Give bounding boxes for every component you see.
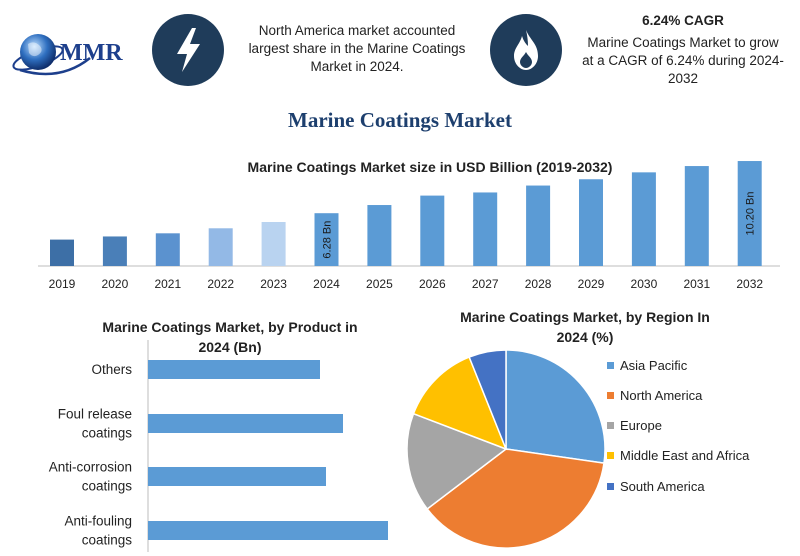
product-chart-title-line-2: 2024 (Bn) xyxy=(198,339,262,355)
product-chart-title-line-1: Marine Coatings Market, by Product in xyxy=(102,319,358,335)
product-bar-2 xyxy=(148,467,326,486)
lightning-icon xyxy=(177,28,200,72)
bar-2027 xyxy=(473,192,498,266)
legend-swatch-2 xyxy=(607,422,614,429)
bar-2022 xyxy=(208,228,233,266)
pie-slice-0 xyxy=(505,349,606,464)
info-1-line-1: North America market accounted xyxy=(258,23,456,38)
legend-label-4: South America xyxy=(620,479,705,494)
info-icon-badge-2 xyxy=(490,14,562,86)
bar-2025 xyxy=(367,205,392,266)
product-label-1-0: Foul release xyxy=(58,407,132,422)
pie-slice-1 xyxy=(426,448,605,549)
bar-2030 xyxy=(631,172,656,266)
info-1-line-3: Market in 2024. xyxy=(310,59,404,74)
bar-2031 xyxy=(684,166,709,266)
bar-2026 xyxy=(420,195,445,266)
legend-swatch-3 xyxy=(607,452,614,459)
page-title: Marine Coatings Market xyxy=(288,108,512,132)
bar-2028 xyxy=(526,185,551,266)
info-text-2: 6.24% CAGR Marine Coatings Market to gro… xyxy=(568,12,798,88)
flame-icon xyxy=(514,30,538,70)
legend-label-1: North America xyxy=(620,388,703,403)
x-tick-label-2027: 2027 xyxy=(472,277,499,291)
product-label-1-1: coatings xyxy=(82,426,133,441)
x-tick-label-2021: 2021 xyxy=(154,277,181,291)
x-tick-label-2031: 2031 xyxy=(683,277,710,291)
info-2-line-3: 2032 xyxy=(667,71,699,86)
data-label-2024: 6.28 Bn xyxy=(322,221,334,259)
bar-2019 xyxy=(50,239,74,266)
x-tick-label-2024: 2024 xyxy=(313,277,340,291)
mmr-logo-globe-icon xyxy=(12,34,91,76)
legend-label-3: Middle East and Africa xyxy=(620,448,750,463)
info-icon-badge-1 xyxy=(152,14,224,86)
legend-label-0: Asia Pacific xyxy=(620,358,688,373)
info-text-1: North America market accounted largest s… xyxy=(232,22,482,76)
x-tick-label-2025: 2025 xyxy=(366,277,393,291)
legend-swatch-1 xyxy=(607,392,614,399)
bar-2024 xyxy=(314,213,339,266)
bar-2029 xyxy=(579,179,603,266)
x-tick-label-2029: 2029 xyxy=(578,277,605,291)
legend-label-2: Europe xyxy=(620,418,662,433)
x-tick-label-2019: 2019 xyxy=(49,277,76,291)
x-tick-label-2030: 2030 xyxy=(631,277,658,291)
product-bar-0 xyxy=(148,360,320,379)
data-label-2032: 10.20 Bn xyxy=(745,191,757,235)
region-chart-title-line-2: 2024 (%) xyxy=(556,329,614,345)
x-tick-label-2032: 2032 xyxy=(736,277,763,291)
bar-2020 xyxy=(102,236,127,266)
bar-2032 xyxy=(737,161,762,266)
logo-text: MMR xyxy=(60,40,123,66)
x-tick-label-2028: 2028 xyxy=(525,277,552,291)
region-chart-title-line-1: Marine Coatings Market, by Region In xyxy=(460,309,710,325)
x-tick-label-2023: 2023 xyxy=(260,277,287,291)
bar-2021 xyxy=(155,233,180,266)
info-2-line-1: Marine Coatings Market to grow xyxy=(587,35,779,50)
x-tick-label-2026: 2026 xyxy=(419,277,446,291)
product-label-3-1: coatings xyxy=(82,533,133,548)
bar-chart-title: Marine Coatings Market size in USD Billi… xyxy=(247,159,613,175)
pie-slice-2 xyxy=(406,412,508,511)
pie-slice-3 xyxy=(412,356,508,451)
pie-slice-4 xyxy=(468,349,507,450)
legend-swatch-0 xyxy=(607,362,614,369)
region-chart-title: Marine Coatings Market, by Region In 202… xyxy=(420,307,750,347)
info-1-line-2: largest share in the Marine Coatings xyxy=(248,41,466,56)
x-tick-label-2022: 2022 xyxy=(207,277,234,291)
product-bar-1 xyxy=(148,414,343,433)
legend-swatch-4 xyxy=(607,483,614,490)
product-chart-title: Marine Coatings Market, by Product in 20… xyxy=(60,317,400,357)
product-label-0-0: Others xyxy=(91,362,132,377)
info-2-line-2: at a CAGR of 6.24% during 2024- xyxy=(582,53,784,68)
product-label-2-0: Anti-corrosion xyxy=(49,460,132,475)
product-label-3-0: Anti-fouling xyxy=(64,514,132,529)
product-label-2-1: coatings xyxy=(82,479,133,494)
x-tick-label-2020: 2020 xyxy=(102,277,129,291)
product-bar-3 xyxy=(148,521,388,540)
cagr-title: 6.24% CAGR xyxy=(642,13,724,28)
bar-2023 xyxy=(261,222,286,266)
